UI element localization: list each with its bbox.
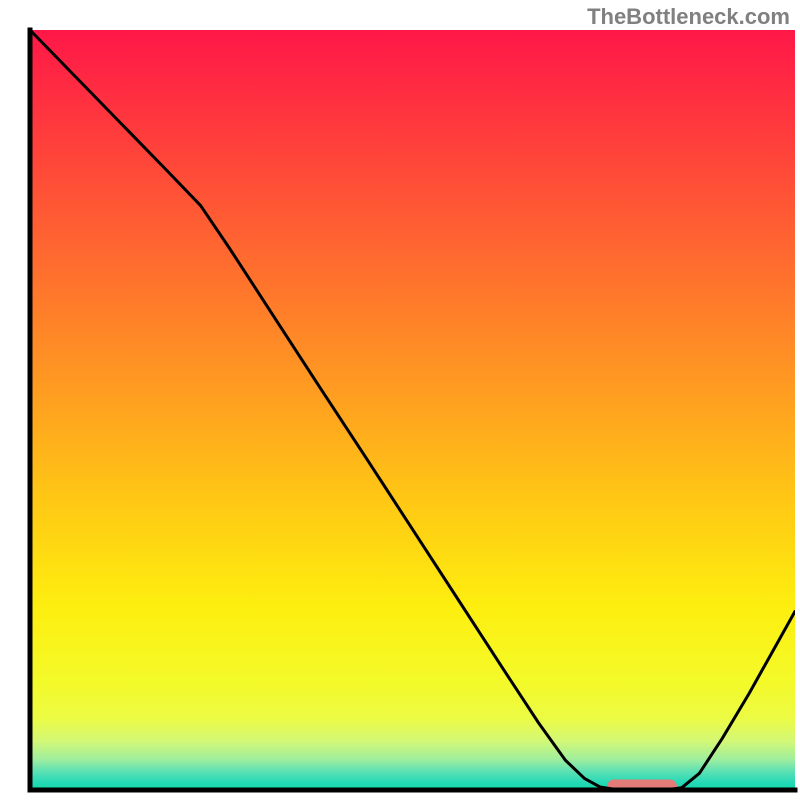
gradient-background bbox=[30, 30, 795, 790]
watermark-text: TheBottleneck.com bbox=[587, 4, 790, 30]
chart-container: { "watermark": { "text": "TheBottleneck.… bbox=[0, 0, 800, 800]
bottleneck-chart bbox=[0, 0, 800, 800]
